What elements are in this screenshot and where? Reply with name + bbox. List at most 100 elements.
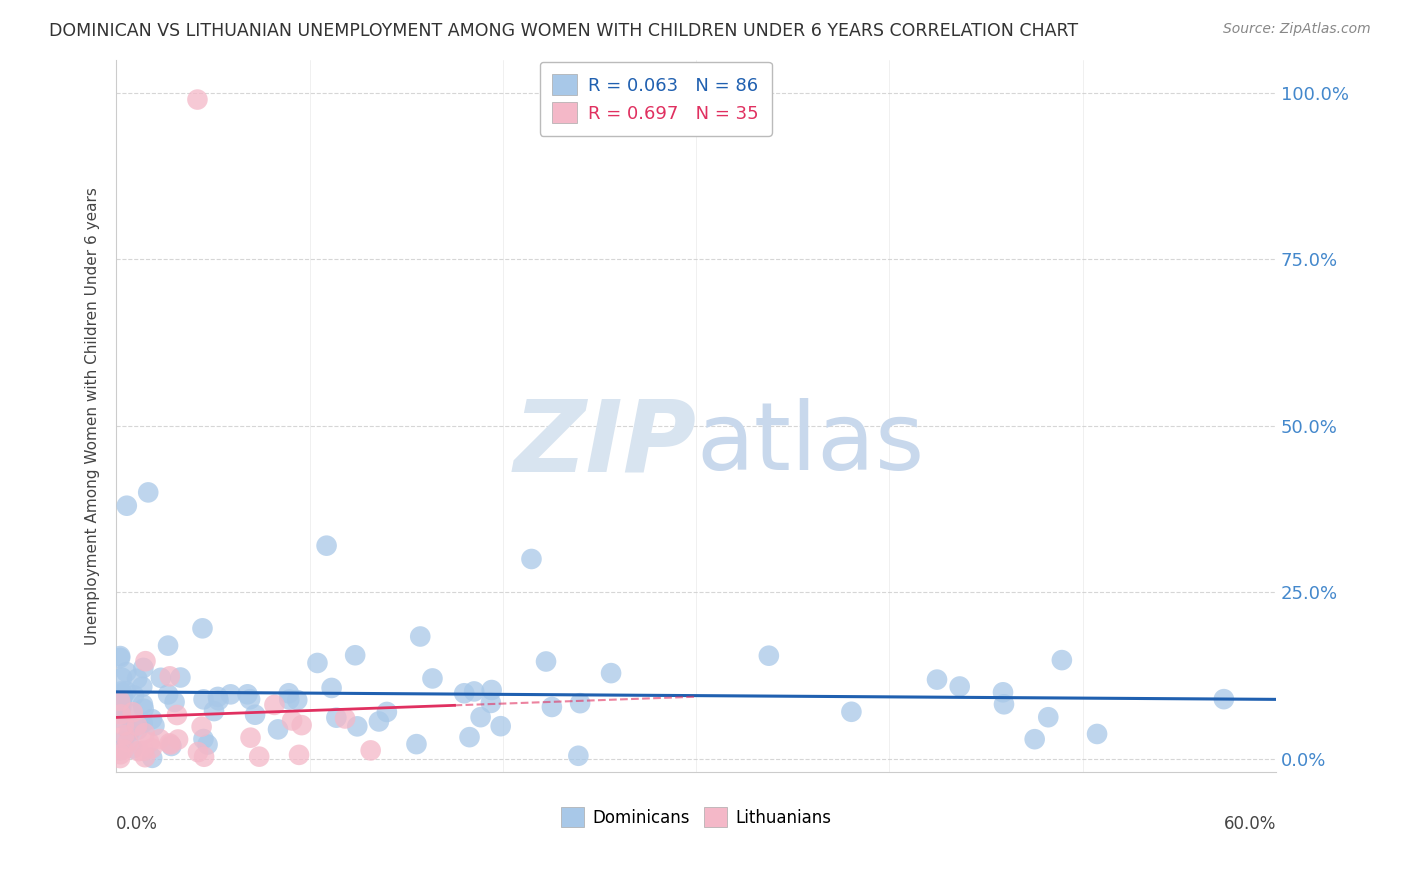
- Text: 0.0%: 0.0%: [117, 814, 157, 833]
- Point: [115, 684, 138, 698]
- Point: [166, 708, 188, 723]
- Point: [375, 705, 398, 719]
- Point: [108, 751, 131, 765]
- Point: [193, 692, 215, 706]
- Point: [111, 696, 134, 710]
- Point: [291, 718, 314, 732]
- Point: [278, 692, 301, 706]
- Point: [600, 666, 623, 681]
- Point: [132, 744, 155, 758]
- Point: [1085, 727, 1108, 741]
- Point: [315, 539, 337, 553]
- Point: [112, 742, 135, 756]
- Point: [193, 749, 215, 764]
- Point: [344, 648, 367, 663]
- Point: [149, 732, 172, 747]
- Point: [117, 735, 139, 749]
- Point: [267, 723, 290, 737]
- Point: [127, 744, 149, 758]
- Point: [1024, 732, 1046, 747]
- Point: [197, 738, 219, 752]
- Point: [567, 748, 589, 763]
- Point: [458, 730, 481, 744]
- Point: [202, 704, 225, 718]
- Point: [991, 685, 1014, 699]
- Point: [1038, 710, 1060, 724]
- Point: [110, 684, 132, 698]
- Point: [239, 731, 262, 745]
- Point: [163, 695, 186, 709]
- Point: [367, 714, 389, 729]
- Point: [112, 735, 135, 749]
- Point: [479, 696, 502, 710]
- Point: [108, 651, 131, 665]
- Point: [207, 690, 229, 704]
- Point: [159, 736, 181, 750]
- Point: [405, 737, 427, 751]
- Point: [191, 621, 214, 635]
- Point: [520, 552, 543, 566]
- Text: 60.0%: 60.0%: [1223, 814, 1277, 833]
- Point: [108, 743, 131, 757]
- Point: [453, 686, 475, 700]
- Point: [112, 728, 135, 742]
- Point: [219, 687, 242, 701]
- Point: [108, 648, 131, 663]
- Point: [489, 719, 512, 733]
- Point: [569, 696, 592, 710]
- Point: [121, 741, 143, 756]
- Point: [110, 701, 132, 715]
- Point: [121, 705, 143, 719]
- Point: [159, 669, 181, 683]
- Point: [134, 726, 156, 740]
- Point: [169, 671, 191, 685]
- Text: atlas: atlas: [696, 399, 924, 491]
- Text: DOMINICAN VS LITHUANIAN UNEMPLOYMENT AMONG WOMEN WITH CHILDREN UNDER 6 YEARS COR: DOMINICAN VS LITHUANIAN UNEMPLOYMENT AMO…: [49, 22, 1078, 40]
- Point: [285, 693, 308, 707]
- Point: [193, 731, 215, 746]
- Point: [115, 665, 138, 679]
- Point: [949, 680, 972, 694]
- Point: [127, 723, 149, 737]
- Point: [470, 710, 492, 724]
- Point: [307, 656, 329, 670]
- Point: [132, 698, 155, 712]
- Point: [534, 655, 557, 669]
- Point: [360, 743, 382, 757]
- Point: [111, 690, 134, 704]
- Point: [281, 714, 304, 728]
- Point: [841, 705, 863, 719]
- Point: [141, 751, 163, 765]
- Point: [127, 672, 149, 686]
- Point: [422, 672, 444, 686]
- Point: [346, 719, 368, 733]
- Point: [239, 692, 262, 706]
- Point: [207, 693, 229, 707]
- Point: [134, 750, 156, 764]
- Point: [463, 684, 485, 698]
- Point: [190, 720, 212, 734]
- Point: [138, 735, 160, 749]
- Point: [111, 671, 134, 685]
- Point: [141, 741, 163, 756]
- Point: [132, 661, 155, 675]
- Point: [1050, 653, 1073, 667]
- Point: [115, 499, 138, 513]
- Point: [108, 711, 131, 725]
- Text: Source: ZipAtlas.com: Source: ZipAtlas.com: [1223, 22, 1371, 37]
- Point: [110, 706, 132, 720]
- Y-axis label: Unemployment Among Women with Children Under 6 years: Unemployment Among Women with Children U…: [86, 187, 100, 645]
- Point: [108, 694, 131, 708]
- Point: [541, 700, 564, 714]
- Point: [187, 745, 209, 759]
- Text: ZIP: ZIP: [513, 396, 696, 492]
- Point: [122, 689, 145, 703]
- Point: [325, 711, 347, 725]
- Point: [160, 739, 183, 753]
- Point: [136, 485, 159, 500]
- Point: [110, 707, 132, 722]
- Point: [110, 747, 132, 762]
- Point: [993, 698, 1015, 712]
- Point: [167, 732, 190, 747]
- Point: [758, 648, 780, 663]
